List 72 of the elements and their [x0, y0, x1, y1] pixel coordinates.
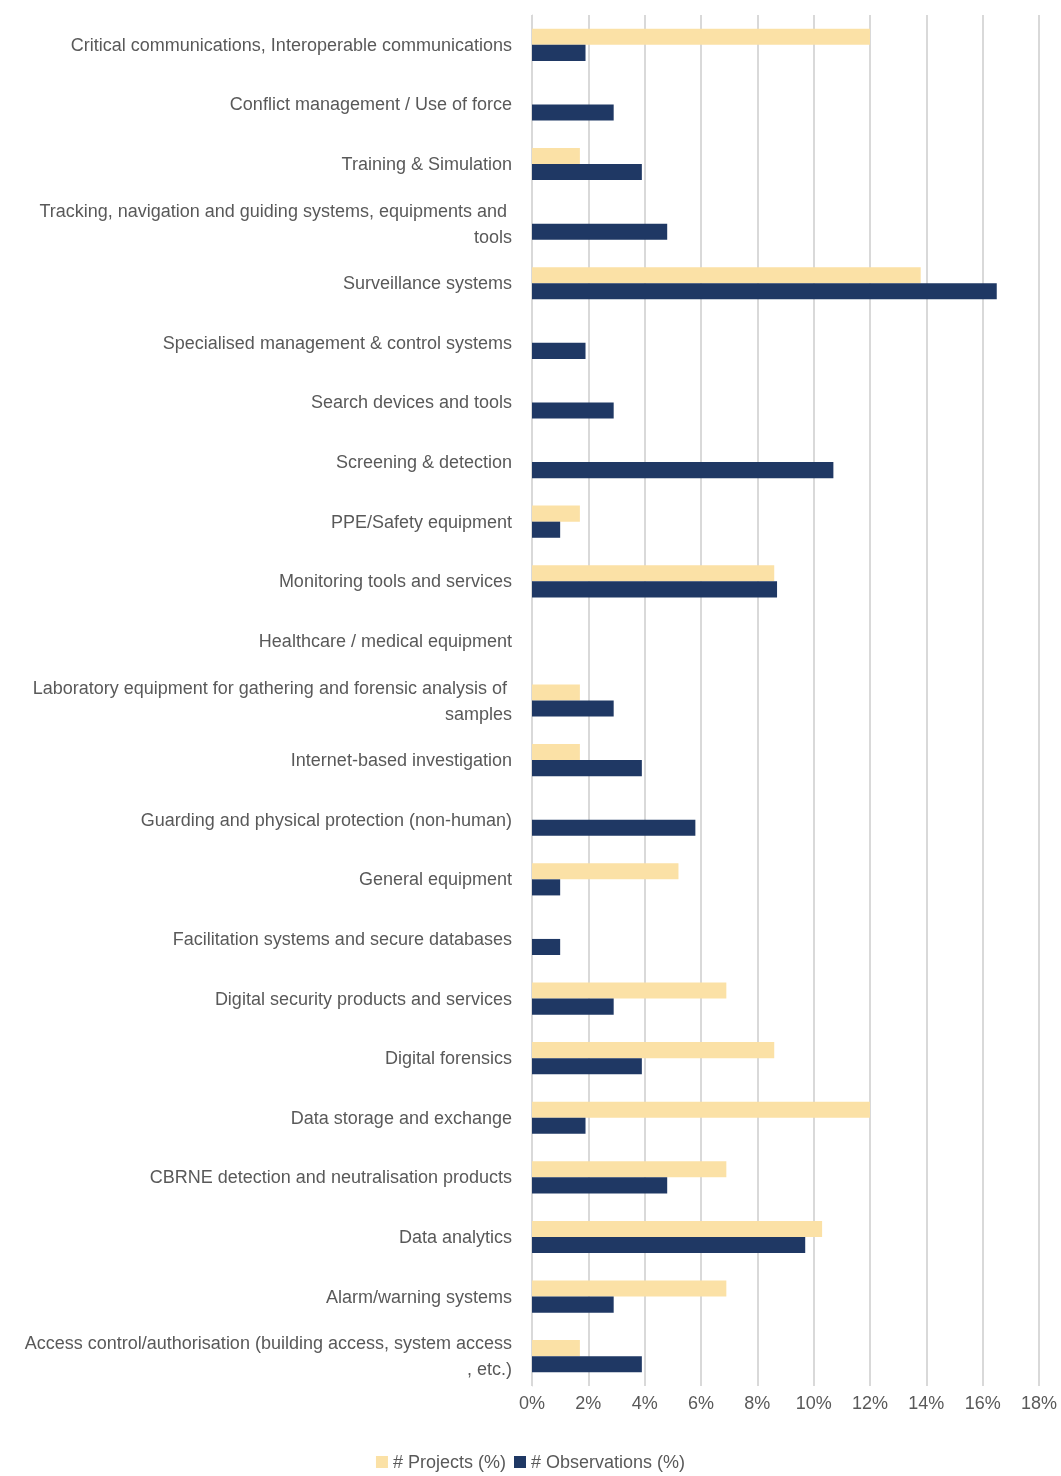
y-tick-label: Digital forensics — [384, 1048, 512, 1069]
bar — [532, 267, 921, 284]
bar — [532, 104, 614, 121]
bar — [532, 342, 586, 359]
bar — [532, 581, 778, 598]
y-tick-label: Tracking, navigation and guiding systems, equipments and tools — [39, 200, 512, 247]
bar — [532, 565, 775, 582]
y-tick-label: Monitoring tools and services — [278, 571, 512, 592]
y-tick-label: Screening & detection — [335, 452, 512, 473]
y-tick-label: Internet-based investigation — [290, 750, 512, 771]
x-tick-label: 12% — [851, 1393, 889, 1413]
bar — [532, 982, 727, 999]
bar — [532, 505, 580, 522]
x-tick-label: 6% — [687, 1393, 715, 1413]
x-tick-label: 2% — [575, 1393, 602, 1413]
y-tick-label: Specialised management & control systems — [162, 332, 512, 353]
bar — [532, 402, 614, 419]
bar — [532, 863, 679, 880]
bar — [532, 938, 561, 956]
bar — [532, 744, 580, 761]
y-tick-label: Digital security products and services — [214, 988, 512, 1009]
bar — [532, 998, 614, 1015]
bar — [532, 1101, 870, 1118]
bar — [532, 1280, 727, 1297]
bar — [532, 462, 834, 479]
bar — [532, 521, 561, 538]
bar — [532, 44, 586, 61]
y-tick-label: Search devices and tools — [310, 392, 512, 413]
bar — [532, 1042, 775, 1059]
y-tick-label: Critical communications, Interoperable communications — [70, 34, 512, 55]
y-tick-label: Conflict management / Use of force — [229, 94, 512, 115]
x-tick-label: 4% — [631, 1393, 658, 1413]
y-tick-label: Data storage and exchange — [290, 1107, 512, 1128]
bar — [532, 700, 614, 717]
x-tick-label: 16% — [964, 1393, 1001, 1413]
y-tick-label: Access control/authorisation (building access, system access, etc.) — [24, 1333, 512, 1380]
bar — [532, 684, 580, 701]
y-tick-label: Healthcare / medical equipment — [258, 630, 512, 651]
bar — [532, 164, 642, 181]
y-tick-label: PPE/Safety equipment — [330, 511, 512, 532]
bar — [532, 1236, 806, 1254]
legend-label: # Observations (%) — [530, 1452, 686, 1472]
bar — [532, 223, 668, 240]
bar — [532, 760, 642, 777]
y-tick-label: Laboratory equipment for gathering and forensic analysis of samples — [32, 677, 512, 724]
y-tick-label: Guarding and physical protection (non-human) — [140, 809, 512, 830]
y-tick-label: Training & Simulation — [341, 154, 512, 175]
legend-label: # Projects (%) — [392, 1452, 506, 1472]
bar — [532, 819, 696, 836]
y-tick-label: CBRNE detection and neutralisation products — [149, 1167, 512, 1188]
y-tick-label: Data analytics — [398, 1226, 512, 1247]
bar — [532, 283, 997, 300]
bar — [532, 1220, 823, 1237]
bar — [532, 1356, 642, 1373]
y-tick-label: Surveillance systems — [342, 273, 512, 294]
x-tick-label: 0% — [518, 1393, 546, 1413]
x-tick-label: 10% — [795, 1393, 832, 1413]
bar — [532, 879, 561, 896]
bar — [532, 1296, 614, 1313]
bar — [532, 1161, 727, 1178]
y-tick-label: Facilitation systems and secure databases — [172, 928, 512, 949]
y-tick-label: General equipment — [358, 869, 512, 890]
bar — [532, 28, 870, 45]
y-tick-label: Alarm/warning systems — [325, 1286, 512, 1307]
bar — [532, 1117, 586, 1134]
x-tick-label: 18% — [1020, 1393, 1058, 1413]
x-tick-label: 8% — [744, 1393, 771, 1413]
bar — [532, 1340, 580, 1357]
bar — [532, 1177, 668, 1194]
bar — [532, 147, 580, 165]
bar — [532, 1058, 642, 1075]
x-tick-label: 14% — [908, 1393, 945, 1413]
